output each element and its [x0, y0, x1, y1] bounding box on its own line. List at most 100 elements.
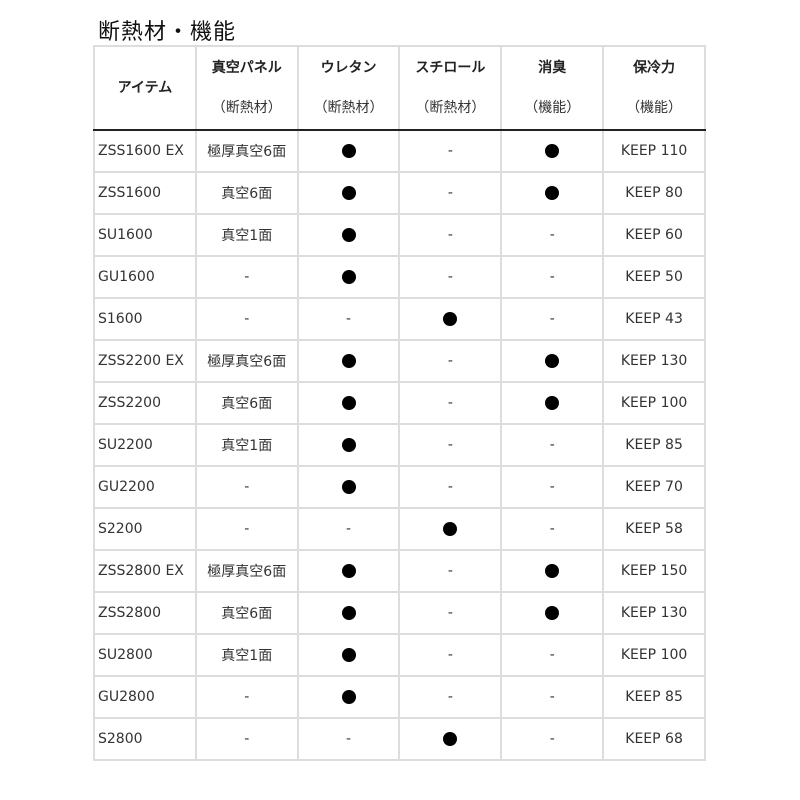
item-name: SU2800	[93, 633, 197, 677]
header-sublabel: （断熱材）	[313, 100, 384, 116]
table-cell: -	[398, 549, 503, 593]
table-cell: -	[194, 507, 299, 551]
spec-table: アイテム 真空パネル （断熱材） ウレタン （断熱材） スチロール （断熱材） 消臭 （機能） 保…	[93, 45, 706, 761]
filled-dot-icon	[341, 480, 356, 494]
table-cell: -	[194, 465, 299, 509]
table-cell	[398, 507, 503, 551]
table-cell: -	[500, 507, 605, 551]
filled-dot-icon	[341, 690, 356, 704]
item-name: ZSS2800	[93, 591, 197, 635]
table-cell: -	[500, 633, 605, 677]
header-sublabel: （断熱材）	[415, 100, 486, 116]
table-cell	[500, 129, 605, 173]
header-row: アイテム 真空パネル （断熱材） ウレタン （断熱材） スチロール （断熱材） 消臭 （機能） 保…	[93, 45, 706, 131]
item-name: ZSS2200	[93, 381, 197, 425]
table-cell: -	[398, 171, 503, 215]
table-cell	[398, 717, 503, 761]
header-sublabel: （断熱材）	[211, 100, 282, 116]
table-cell: -	[398, 129, 503, 173]
table-cell	[500, 171, 605, 215]
table-cell	[500, 339, 605, 383]
column-header: アイテム	[93, 45, 197, 131]
table-row: SU2800 真空1面 - - KEEP 100	[93, 633, 706, 677]
table-cell: KEEP 85	[602, 675, 706, 719]
table-cell: KEEP 130	[602, 591, 706, 635]
item-name: ZSS2800 EX	[93, 549, 197, 593]
table-cell	[296, 465, 401, 509]
table-cell: 極厚真空6面	[194, 339, 299, 383]
table-cell: -	[500, 255, 605, 299]
item-name: S2800	[93, 717, 197, 761]
table-cell: KEEP 50	[602, 255, 706, 299]
filled-dot-icon	[545, 144, 560, 158]
table-row: S2200- - - KEEP 58	[93, 507, 706, 551]
table-cell: -	[194, 717, 299, 761]
table-row: SU2200 真空1面 - - KEEP 85	[93, 423, 706, 467]
table-cell: KEEP 85	[602, 423, 706, 467]
table-cell: -	[500, 423, 605, 467]
table-cell: -	[398, 381, 503, 425]
table-cell	[500, 549, 605, 593]
table-cell: 真空1面	[194, 633, 299, 677]
table-row: S1600- - - KEEP 43	[93, 297, 706, 341]
header-label: スチロール	[415, 60, 486, 76]
table-cell: -	[500, 717, 605, 761]
filled-dot-icon	[545, 186, 560, 200]
item-name: GU2200	[93, 465, 197, 509]
filled-dot-icon	[545, 396, 560, 410]
table-cell: KEEP 80	[602, 171, 706, 215]
header-label: 真空パネル	[211, 60, 282, 76]
filled-dot-icon	[341, 606, 356, 620]
table-cell: -	[194, 255, 299, 299]
column-header: 消臭 （機能）	[500, 45, 605, 131]
table-row: ZSS2200 EX 極厚真空6面 - KEEP 130	[93, 339, 706, 383]
table-row: ZSS1600 EX 極厚真空6面 - KEEP 110	[93, 129, 706, 173]
table-row: GU2800- - - KEEP 85	[93, 675, 706, 719]
header-label: 保冷力	[633, 60, 676, 76]
filled-dot-icon	[341, 396, 356, 410]
item-name: ZSS2200 EX	[93, 339, 197, 383]
table-cell: 真空1面	[194, 423, 299, 467]
filled-dot-icon	[341, 228, 356, 242]
table-row: GU2200- - - KEEP 70	[93, 465, 706, 509]
filled-dot-icon	[443, 312, 458, 326]
table-row: GU1600- - - KEEP 50	[93, 255, 706, 299]
column-header: ウレタン （断熱材）	[296, 45, 401, 131]
header-label: アイテム	[117, 80, 173, 96]
table-cell: KEEP 70	[602, 465, 706, 509]
table-cell	[296, 633, 401, 677]
filled-dot-icon	[341, 186, 356, 200]
filled-dot-icon	[341, 144, 356, 158]
table-cell: KEEP 100	[602, 633, 706, 677]
table-cell: KEEP 150	[602, 549, 706, 593]
header-sublabel: （機能）	[524, 100, 581, 116]
table-cell	[500, 381, 605, 425]
item-name: ZSS1600 EX	[93, 129, 197, 173]
table-cell	[500, 591, 605, 635]
filled-dot-icon	[341, 648, 356, 662]
table-cell	[296, 423, 401, 467]
filled-dot-icon	[341, 438, 356, 452]
table-cell: -	[194, 675, 299, 719]
table-cell: -	[398, 633, 503, 677]
table-cell: KEEP 68	[602, 717, 706, 761]
table-cell: -	[296, 297, 401, 341]
header-label: ウレタン	[320, 60, 377, 76]
table-cell: -	[398, 423, 503, 467]
page-title: 断熱材・機能	[98, 20, 237, 45]
table-cell: KEEP 60	[602, 213, 706, 257]
table-row: SU1600 真空1面 - - KEEP 60	[93, 213, 706, 257]
item-name: GU2800	[93, 675, 197, 719]
item-name: GU1600	[93, 255, 197, 299]
filled-dot-icon	[341, 564, 356, 578]
table-cell: 真空6面	[194, 591, 299, 635]
table-cell: -	[500, 465, 605, 509]
table-cell: 真空6面	[194, 171, 299, 215]
item-name: S2200	[93, 507, 197, 551]
table-cell	[398, 297, 503, 341]
table-cell: KEEP 100	[602, 381, 706, 425]
table-cell	[296, 381, 401, 425]
table-cell: -	[500, 213, 605, 257]
table-cell	[296, 339, 401, 383]
table-cell: -	[398, 675, 503, 719]
